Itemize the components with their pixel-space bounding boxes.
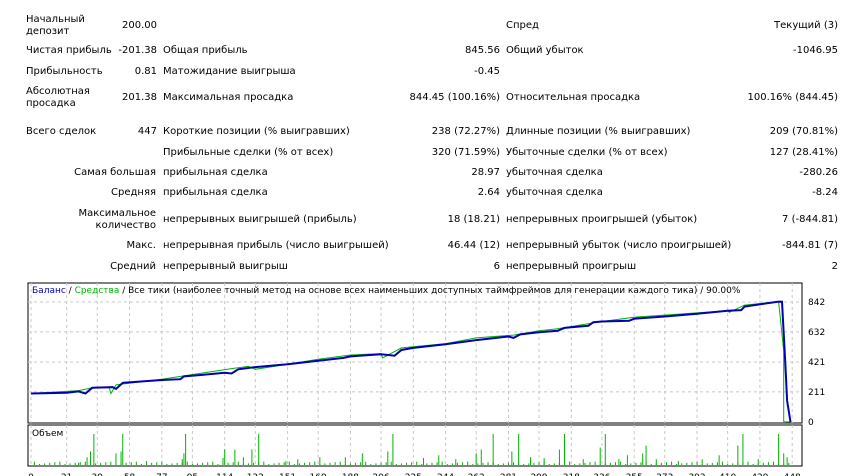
stat-value: 209 (70.81%)	[769, 126, 838, 137]
stat-label: Матожидание выигрыша	[163, 66, 296, 77]
stat-value: 18 (18.21)	[447, 214, 500, 225]
x-tick-label: 392	[688, 473, 705, 476]
stat-label: Абсолютная просадка	[26, 86, 90, 109]
x-tick-label: 299	[530, 473, 547, 476]
volume-frame	[27, 424, 803, 467]
stat-value: 0.81	[134, 66, 157, 77]
stat-label: Убыточные сделки (% от всех)	[506, 147, 668, 158]
x-tick-label: 58	[124, 473, 136, 476]
stat-value: -844.81 (7)	[782, 240, 838, 251]
stat-value: -1046.95	[793, 45, 838, 56]
x-tick-label: 39	[92, 473, 104, 476]
x-tick-label: 151	[279, 473, 296, 476]
stat-label: Средняя	[111, 187, 156, 198]
stat-value: 200.00	[122, 20, 157, 31]
x-tick-label: 206	[372, 473, 389, 476]
x-tick-label: 225	[405, 473, 422, 476]
stat-value: 7 (-844.81)	[782, 214, 838, 225]
stat-label: прибыльная сделка	[163, 167, 268, 178]
stat-value: 2.64	[477, 187, 500, 198]
stat-value: 845.56	[465, 45, 500, 56]
stat-value: 844.45 (100.16%)	[409, 92, 500, 103]
stat-label: Всего сделок	[26, 126, 97, 137]
balance-chart: 0 21 39 58 77 95 114 132 151 169 188 206 225 244 262 28…	[27, 282, 825, 476]
stat-value: 127 (28.41%)	[769, 147, 838, 158]
x-tick-label: 132	[247, 473, 264, 476]
stat-label: Общая прибыль	[163, 45, 248, 56]
stat-label: непрерывный выигрыш	[163, 261, 288, 272]
legend-balance: Баланс	[32, 286, 66, 296]
stat-label: Прибыльные сделки (% от всех)	[163, 147, 334, 158]
stat-value: 447	[137, 126, 157, 137]
stat-label: Короткие позиции (% выигравших)	[163, 126, 350, 137]
stat-value: 238 (72.27%)	[431, 126, 500, 137]
stat-label: убыточная сделка	[506, 187, 603, 198]
stat-value: 320 (71.59%)	[431, 147, 500, 158]
stat-value: -8.24	[812, 187, 838, 198]
stat-value: -280.26	[799, 167, 838, 178]
stat-label: Длинные позиции (% выигравших)	[506, 126, 691, 137]
y-tick-label: 0	[808, 418, 814, 428]
stat-label: непрерывный проигрыш	[506, 261, 637, 272]
x-tick-label: 281	[500, 473, 517, 476]
x-tick-label: 21	[61, 473, 72, 476]
x-tick-label: 373	[656, 473, 673, 476]
stat-label: Начальный депозит	[26, 14, 85, 37]
stat-label: непрерывная прибыль (число выигрышей)	[163, 240, 389, 251]
y-tick-label: 632	[808, 328, 825, 338]
stat-label: Макс.	[126, 240, 156, 251]
stat-label: непрерывный убыток (число проигрышей)	[506, 240, 732, 251]
x-tick-label: 410	[719, 473, 736, 476]
x-tick-label: 336	[593, 473, 610, 476]
stat-label: Спред	[506, 20, 539, 31]
stat-value: 201.38	[122, 92, 157, 103]
stat-value: -201.38	[118, 45, 157, 56]
x-tick-label: 95	[187, 473, 198, 476]
stat-label: прибыльная сделка	[163, 187, 268, 198]
x-tick-label: 114	[216, 473, 233, 476]
legend-equity: Средства	[75, 286, 120, 296]
x-tick-label: 262	[468, 473, 485, 476]
stat-label: Самая большая	[74, 167, 156, 178]
stat-label: непрерывных проигрышей (убыток)	[506, 214, 698, 225]
chart-frame	[27, 282, 803, 424]
stat-label: Общий убыток	[506, 45, 584, 56]
x-tick-label: 77	[156, 473, 167, 476]
stat-value: 28.97	[471, 167, 500, 178]
chart-legend: Баланс / Средства / Все тики (наиболее т…	[32, 286, 741, 296]
stat-label: Чистая прибыль	[26, 45, 112, 56]
stat-label: Прибыльность	[26, 66, 103, 77]
stat-value: -0.45	[474, 66, 500, 77]
stat-value: 46.44 (12)	[447, 240, 500, 251]
x-tick-label: 188	[342, 473, 359, 476]
x-tick-label: 244	[437, 473, 454, 476]
y-tick-label: 211	[808, 388, 825, 398]
x-tick-label: 0	[28, 473, 34, 476]
x-tick-label: 318	[563, 473, 580, 476]
stat-label: Средний	[110, 261, 156, 272]
x-tick-label: 448	[784, 473, 801, 476]
stat-label: Относительная просадка	[506, 92, 641, 103]
stat-label: Максимальная просадка	[163, 92, 294, 103]
stat-value: 100.16% (844.45)	[747, 92, 838, 103]
x-tick-label: 169	[310, 473, 327, 476]
stat-label: убыточная сделка	[506, 167, 603, 178]
stat-label: Максимальное количество	[78, 208, 156, 231]
stat-value: 6	[493, 261, 500, 272]
legend-method: / Все тики (наиболее точный метод на осн…	[119, 286, 741, 296]
y-tick-label: 842	[808, 298, 825, 308]
x-tick-label: 429	[751, 473, 768, 476]
stat-label: непрерывных выигрышей (прибыль)	[163, 214, 357, 225]
stat-value: Текущий (3)	[774, 20, 838, 31]
volume-label: Объем	[32, 429, 63, 439]
balance-line	[30, 300, 792, 423]
stat-value: 2	[831, 261, 838, 272]
y-tick-label: 421	[808, 358, 825, 368]
x-tick-label: 355	[626, 473, 643, 476]
